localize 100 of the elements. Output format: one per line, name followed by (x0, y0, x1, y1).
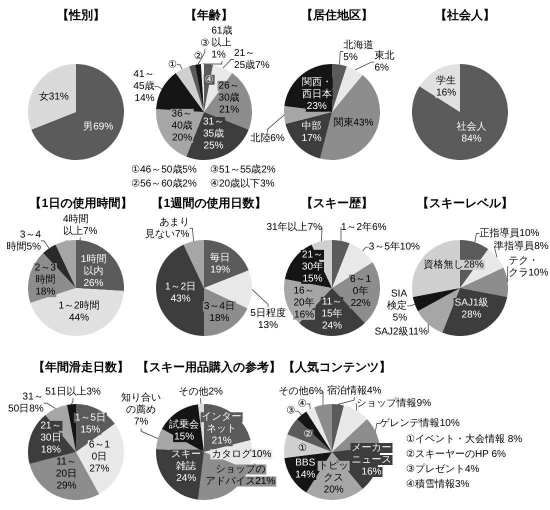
slice-label: 11～15年 (321, 296, 343, 320)
slice-label: インターネット (202, 412, 242, 435)
slice-label: ゲレンデ情報10% (380, 417, 460, 430)
slice-label: 男69% (83, 122, 114, 133)
data-label: 20% (324, 484, 344, 496)
slice-label: その他2% (178, 386, 224, 398)
data-label: 25% (204, 140, 224, 152)
slice-label: ① (168, 59, 177, 70)
data-label: 26% (83, 278, 104, 290)
text: ①イベント・大会情報 8% (406, 433, 522, 445)
slice-label: ショップのアドバイス21% (205, 462, 276, 487)
slice-label: 26～30歳 (218, 80, 240, 104)
slice-label: 宿泊情報4% (326, 384, 382, 397)
slice-label: 51日以上3% (45, 386, 101, 398)
data-label: 22% (350, 298, 371, 310)
slice-label: 北陸6% (250, 132, 285, 144)
chart-title: 【人気コンテンツ】 (283, 360, 391, 374)
data-label: 14% (134, 92, 155, 104)
slice-label: ② (303, 428, 312, 440)
data-label: 17% (302, 132, 322, 144)
slice-label: ② (194, 51, 203, 62)
slice-label: 11～20日 (56, 456, 78, 480)
data-label: 13% (258, 320, 278, 331)
data-label: 15% (80, 424, 100, 436)
slice-label: 3～4時間5% (6, 229, 42, 252)
slice-label: テク・クラ10% (508, 255, 548, 278)
slice-label: 3～4日 (204, 300, 235, 312)
chart-title: 【スキー歴】 (301, 196, 373, 210)
data-label: 15% (174, 432, 194, 443)
slice-label: 3～5年10% (368, 240, 420, 253)
text: ③51～55歳2% (210, 164, 276, 176)
slice-label: 学生 (436, 74, 456, 86)
slice-label: 関西・西日本 (302, 77, 332, 100)
data-label: 5% (392, 312, 408, 324)
data-label: 16% (294, 309, 314, 320)
slice-label: 21～25歳7% (234, 48, 270, 71)
slice-label: ③ (200, 38, 210, 49)
slice-label: 21～30日 (40, 420, 62, 444)
slice-label: SAJ2級11% (374, 326, 428, 338)
chart-title: 【1週間の使用日数】 (152, 196, 266, 210)
data-label: 28% (462, 310, 482, 321)
slice-label: BBS (295, 457, 316, 468)
slice-label: 41～45歳 (133, 68, 155, 92)
slice-label: 6～10日 (88, 440, 110, 463)
chart-title: 【年齢】 (185, 8, 233, 22)
slice-label: 1～2時間 (58, 299, 100, 312)
slice-label: トピックス (318, 460, 349, 484)
slice-label: あまり見ない7% (144, 216, 190, 240)
slice-label: 中部 (302, 120, 322, 132)
slice-label: 21～30年 (302, 249, 324, 272)
slice-label: 5日程度 (250, 306, 286, 319)
text: ①46～50歳5% (131, 164, 197, 176)
chart-title: 【1日の使用時間】 (30, 196, 132, 210)
chart-title: 【年間滑走日数】 (33, 360, 129, 374)
data-label: 21% (219, 104, 240, 116)
slice-label: 1～2年6% (340, 220, 387, 233)
slice-label: SAJ1級 (454, 298, 489, 309)
data-label: 14% (295, 469, 316, 480)
slice-label: 1～2日 (165, 282, 196, 293)
data-label: 7% (134, 416, 148, 428)
data-label: 16% (362, 466, 382, 478)
slice-label: 女31% (38, 90, 69, 102)
slice-label: 知り合いの薦め (121, 392, 162, 416)
slice-label: 4時間以上7% (62, 212, 98, 237)
slice-label: 1～5日 (74, 412, 106, 424)
slice-label: 1時間以内 (80, 253, 106, 278)
data-label: 15% (302, 273, 323, 284)
slice-label: ① (298, 442, 307, 454)
data-label: 24% (322, 320, 342, 332)
slice-label: ショップ情報9% (356, 397, 432, 410)
slice-label: 資格無し28% (424, 258, 484, 270)
data-label: 18% (209, 312, 230, 324)
slice-label: スキー雑誌 (171, 449, 202, 472)
slice-label: 61歳以上 (211, 24, 232, 49)
chart-title: 【居住地区】 (301, 8, 373, 22)
slice-label: ④ (298, 398, 307, 410)
slice-label: 31年以上7% (266, 220, 322, 233)
data-label: 20% (172, 132, 192, 144)
slice-label: 16～20年 (293, 285, 315, 308)
slice-label: 31～50日8% (8, 392, 44, 415)
data-label: 1% (211, 50, 226, 61)
slice-label: 試乗会 (169, 418, 200, 431)
data-label: 18% (40, 444, 62, 456)
slice-label: 正指導員10% (479, 227, 540, 240)
slice-label: 準指導員8% (494, 240, 549, 252)
data-label: 44% (69, 312, 90, 324)
data-label: 23% (306, 101, 327, 112)
data-label: 84% (462, 134, 482, 145)
chart-title: 【スキーレベル】 (417, 196, 513, 210)
data-label: 16% (436, 87, 456, 98)
data-label: 6% (374, 62, 390, 74)
data-label: 43% (170, 294, 191, 305)
text: ②スキーヤーのHP 6% (406, 449, 506, 460)
chart-title: 【性別】 (57, 8, 105, 22)
slice-label: 社会人 (456, 120, 487, 133)
slice-label: その他6% (278, 384, 324, 397)
slice-label: 東北 (374, 50, 394, 62)
chart-title: 【スキー用品購入の参考】 (137, 360, 281, 374)
text: ④20歳以下3% (210, 178, 275, 190)
data-label: 24% (176, 473, 196, 484)
